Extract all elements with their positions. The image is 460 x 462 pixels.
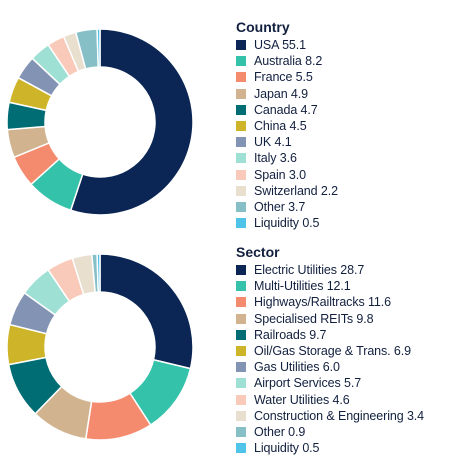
- country-legend-label: USA 55.1: [254, 38, 307, 53]
- country-legend-swatch: [236, 72, 246, 83]
- sector-legend-swatch: [236, 378, 246, 389]
- sector-legend-label: Other 0.9: [254, 424, 306, 439]
- sector-slice-electric-utilities: [99, 253, 194, 370]
- sector-legend-label: Multi-Utilities 12.1: [254, 279, 351, 294]
- sector-legend-swatch: [236, 426, 246, 437]
- sector-legend-item-railroads: Railroads 9.7: [236, 327, 456, 343]
- country-legend-label: Japan 4.9: [254, 86, 309, 101]
- sector-legend-swatch: [236, 346, 246, 357]
- sector-legend-item-specialised-reits: Specialised REITs 9.8: [236, 311, 456, 327]
- sector-legend-swatch: [236, 394, 246, 405]
- country-legend-label: Spain 3.0: [254, 167, 306, 182]
- country-legend-swatch: [236, 56, 246, 67]
- sector-legend-label: Oil/Gas Storage & Trans. 6.9: [254, 344, 411, 359]
- country-legend-item-france: France 5.5: [236, 69, 456, 85]
- country-donut-chart: [6, 28, 194, 216]
- sector-legend-item-other: Other 0.9: [236, 424, 456, 440]
- sector-legend-swatch: [236, 362, 246, 373]
- sector-legend-label: Gas Utilities 6.0: [254, 360, 340, 375]
- sector-legend-swatch: [236, 313, 246, 324]
- country-legend-swatch: [236, 40, 246, 51]
- sector-legend-item-water-utilities: Water Utilities 4.6: [236, 392, 456, 408]
- country-legend-item-switzerland: Switzerland 2.2: [236, 183, 456, 199]
- sector-legend-item-multi-utilities: Multi-Utilities 12.1: [236, 278, 456, 294]
- country-legend-title: Country: [236, 19, 290, 35]
- country-legend-item-italy: Italy 3.6: [236, 150, 456, 166]
- sector-legend-label: Railroads 9.7: [254, 327, 327, 342]
- country-legend-swatch: [236, 121, 246, 132]
- country-legend-item-australia: Australia 8.2: [236, 53, 456, 69]
- country-legend-label: France 5.5: [254, 70, 313, 85]
- sector-legend-item-electric-utilities: Electric Utilities 28.7: [236, 262, 456, 278]
- country-legend-label: Italy 3.6: [254, 151, 297, 166]
- country-legend-label: UK 4.1: [254, 135, 292, 150]
- sector-legend-swatch: [236, 410, 246, 421]
- country-legend-label: China 4.5: [254, 119, 307, 134]
- country-legend-item-uk: UK 4.1: [236, 134, 456, 150]
- country-legend-swatch: [236, 153, 246, 164]
- country-legend-item-other: Other 3.7: [236, 199, 456, 215]
- sector-legend-item-liquidity: Liquidity 0.5: [236, 440, 456, 456]
- sector-legend-label: Airport Services 5.7: [254, 376, 362, 391]
- sector-legend: Sector Electric Utilities 28.7 Multi-Util…: [236, 243, 456, 456]
- country-legend-item-japan: Japan 4.9: [236, 86, 456, 102]
- country-legend-swatch: [236, 218, 246, 229]
- sector-legend-swatch: [236, 281, 246, 292]
- sector-legend-item-gas-utilities: Gas Utilities 6.0: [236, 359, 456, 375]
- sector-legend-swatch: [236, 297, 246, 308]
- country-legend-label: Canada 4.7: [254, 102, 318, 117]
- country-legend-item-china: China 4.5: [236, 118, 456, 134]
- sector-slice-liquidity: [96, 253, 101, 293]
- country-slice-liquidity: [96, 28, 101, 68]
- country-legend-swatch: [236, 169, 246, 180]
- sector-legend-label: Highways/Railtracks 11.6: [254, 295, 392, 310]
- country-legend-item-usa: USA 55.1: [236, 37, 456, 53]
- country-legend-item-canada: Canada 4.7: [236, 102, 456, 118]
- sector-legend-item-oil-gas-storage-trans: Oil/Gas Storage & Trans. 6.9: [236, 343, 456, 359]
- sector-legend-item-construction-engineering: Construction & Engineering 3.4: [236, 408, 456, 424]
- sector-donut-chart: [6, 253, 194, 441]
- sector-legend-swatch: [236, 329, 246, 340]
- country-legend-label: Other 3.7: [254, 199, 306, 214]
- country-legend-item-spain: Spain 3.0: [236, 167, 456, 183]
- country-legend-swatch: [236, 104, 246, 115]
- country-slice-usa: [69, 28, 194, 216]
- country-legend-item-liquidity: Liquidity 0.5: [236, 215, 456, 231]
- sector-legend-label: Water Utilities 4.6: [254, 392, 350, 407]
- country-legend-swatch: [236, 137, 246, 148]
- country-legend-swatch: [236, 88, 246, 99]
- country-legend-swatch: [236, 185, 246, 196]
- sector-legend-swatch: [236, 443, 246, 454]
- sector-legend-item-highways-railtracks: Highways/Railtracks 11.6: [236, 294, 456, 310]
- sector-legend-label: Liquidity 0.5: [254, 441, 320, 456]
- country-legend-swatch: [236, 201, 246, 212]
- country-legend-label: Australia 8.2: [254, 54, 323, 69]
- sector-legend-swatch: [236, 265, 246, 276]
- sector-legend-title: Sector: [236, 244, 280, 260]
- sector-legend-item-airport-services: Airport Services 5.7: [236, 375, 456, 391]
- sector-legend-label: Electric Utilities 28.7: [254, 263, 365, 278]
- sector-legend-label: Specialised REITs 9.8: [254, 311, 374, 326]
- sector-legend-label: Construction & Engineering 3.4: [254, 408, 425, 423]
- country-legend: Country USA 55.1 Australia 8.2 France 5.5 J…: [236, 18, 456, 231]
- country-legend-label: Switzerland 2.2: [254, 183, 338, 198]
- country-legend-label: Liquidity 0.5: [254, 216, 320, 231]
